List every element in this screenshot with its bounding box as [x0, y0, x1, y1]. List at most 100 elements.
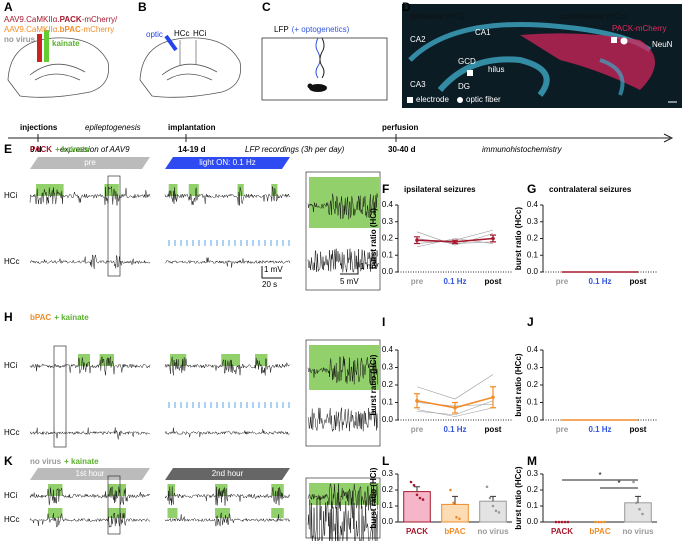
- banner-label: light ON: 0.1 Hz: [199, 158, 255, 167]
- seizure-highlight: [108, 508, 126, 518]
- data-point: [557, 520, 561, 524]
- seizure-highlight: [271, 184, 278, 196]
- seizure-highlight: [78, 354, 90, 366]
- x-tick-label: pre: [556, 277, 569, 286]
- label: optic: [146, 30, 163, 39]
- x-tick-label: no virus: [477, 527, 509, 536]
- panel-letter: G: [527, 182, 536, 196]
- zoom-box: [305, 339, 381, 447]
- data-point: [449, 488, 452, 492]
- channel-label: HCi: [4, 491, 18, 500]
- y-tick-label: 0.3: [382, 363, 394, 372]
- zoom-box: [305, 171, 381, 291]
- y-tick-label: 0.1: [382, 501, 394, 510]
- x-tick-label: 0.1 Hz: [588, 277, 611, 286]
- data-point: [412, 483, 416, 487]
- x-tick-label: post: [485, 277, 502, 286]
- virus: bPAC: [30, 313, 51, 322]
- virus: PACK: [30, 145, 52, 154]
- y-axis-label: burst ratio (HCi): [369, 354, 378, 415]
- y-tick-label: 0.2: [382, 234, 394, 243]
- x-tick-label: pre: [411, 277, 424, 286]
- seizure-highlight: [309, 345, 379, 390]
- cage-sketch: [261, 37, 388, 101]
- series-line: [416, 238, 494, 248]
- panel-letter: F: [382, 182, 389, 196]
- data-point: [594, 520, 597, 524]
- scale-label: 1 mV: [264, 265, 283, 274]
- panel-letter: M: [527, 454, 537, 468]
- y-tick-label: 0.2: [382, 485, 394, 494]
- panel-letter: J: [527, 315, 534, 329]
- series-line: [416, 374, 494, 400]
- virus: no virus: [30, 457, 62, 466]
- y-tick-label: 0.3: [527, 217, 539, 226]
- data-point: [566, 520, 570, 524]
- y-tick-label: 0.1: [382, 398, 394, 407]
- phase-label: immunohistochemistry: [482, 145, 563, 154]
- data-point: [452, 501, 455, 505]
- phase-label: epileptogenesis: [85, 123, 141, 132]
- banner-label: pre: [84, 158, 96, 167]
- y-tick-label: 0.1: [382, 250, 394, 259]
- channel-label: HCc: [4, 515, 20, 524]
- data-point: [455, 515, 458, 519]
- construct-bpac-part: -mCherry: [81, 25, 114, 34]
- x-tick-label: post: [485, 425, 502, 434]
- y-tick-label: 0.0: [527, 415, 539, 424]
- mean-marker: [491, 395, 495, 400]
- banner-label: 1st hour: [76, 469, 105, 478]
- lfp-trace: [29, 512, 151, 528]
- label: NeuN: [652, 40, 673, 49]
- y-tick-label: 0.2: [382, 380, 394, 389]
- y-axis-label: burst ratio (HCc): [514, 207, 523, 270]
- data-point: [560, 520, 564, 524]
- timeline: [8, 133, 674, 143]
- y-tick-label: 0.0: [527, 517, 539, 526]
- panel-letter: C: [262, 0, 271, 14]
- data-point: [415, 493, 419, 497]
- histology-image: [402, 4, 682, 108]
- data-point: [638, 507, 641, 511]
- construct-bpac-part: bPAC: [60, 25, 81, 34]
- channel-label: HCi: [4, 361, 18, 370]
- x-tick-label: PACK: [551, 527, 573, 536]
- lfp-trace: [164, 486, 291, 506]
- mean-marker: [415, 398, 419, 403]
- construct-bpac: AAV9.CaMKIIα.bPAC-mCherry: [4, 25, 114, 34]
- y-axis-label: burst ratio (HCc): [514, 466, 523, 529]
- x-tick-label: PACK: [406, 527, 428, 536]
- panel-letter: D: [402, 0, 411, 14]
- y-tick-label: 0.3: [382, 217, 394, 226]
- series-line: [416, 400, 494, 416]
- bar: [441, 503, 469, 523]
- seizure-highlight: [215, 508, 230, 518]
- seizure-highlight: [48, 508, 63, 518]
- scale-bar: [261, 266, 282, 279]
- y-tick-label: 0.1: [527, 250, 539, 259]
- event-day: 30-40 d: [388, 145, 416, 154]
- construct-pack-part: PACK: [60, 15, 82, 24]
- panel-letter: L: [382, 454, 389, 468]
- y-tick-label: 0.0: [382, 415, 394, 424]
- x-tick-label: no virus: [622, 527, 654, 536]
- x-tick-label: 0.1 Hz: [443, 277, 466, 286]
- banner: [165, 157, 290, 169]
- brain-sketch-a: [7, 30, 109, 98]
- y-tick-label: 0.0: [527, 267, 539, 276]
- data-point: [603, 520, 606, 524]
- data-point: [635, 501, 638, 505]
- panel-letter: H: [4, 310, 13, 324]
- label: electrode: [416, 95, 449, 104]
- bar: [403, 491, 431, 523]
- lfp-trace: [29, 186, 151, 206]
- lfp-trace: [307, 248, 378, 273]
- y-tick-label: 0.0: [382, 267, 394, 276]
- construct-pack: AAV9.CaMKIIα.PACK-mCherry/: [4, 15, 118, 24]
- label: kainate: [52, 39, 80, 48]
- zoom-window: [107, 475, 121, 535]
- seizure-highlight: [309, 483, 379, 505]
- y-tick-label: 0.1: [527, 398, 539, 407]
- phase-label: LFP recordings (3h per day): [245, 145, 345, 154]
- data-point: [491, 504, 495, 508]
